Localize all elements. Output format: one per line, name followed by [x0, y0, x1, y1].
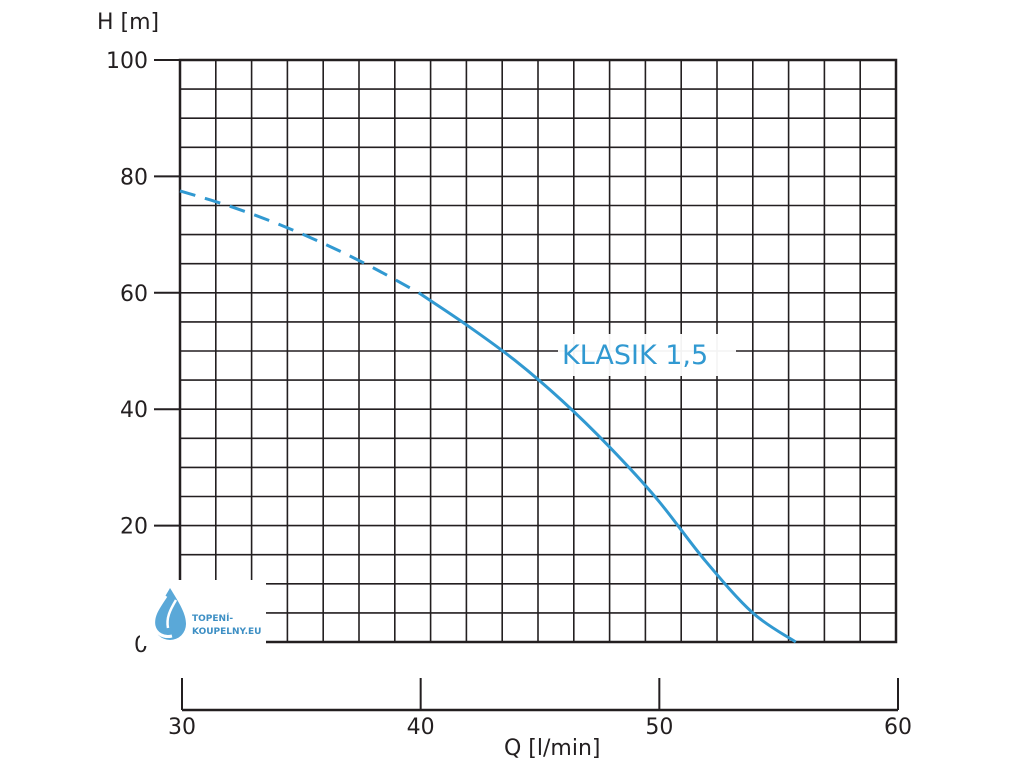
series-line-solid	[417, 291, 797, 644]
grid	[180, 60, 896, 642]
x-tick-label: 40	[407, 715, 435, 740]
y-axis-ticks: 100806040200	[106, 49, 180, 658]
y-tick-label: 20	[120, 515, 148, 540]
x-axis-label: Q [l/min]	[504, 736, 601, 761]
x-tick-label: 50	[645, 715, 673, 740]
logo-text-line2: KOUPELNY.EU	[192, 627, 261, 637]
plot-frame	[178, 58, 898, 644]
y-tick-label: 100	[106, 49, 148, 74]
series-label: KLASIK 1,5	[562, 340, 708, 371]
x-axis: 30 40 50 60	[168, 678, 912, 740]
logo: TOPENÍ- KOUPELNY.EU	[140, 580, 266, 646]
series-line-dashed	[179, 189, 420, 295]
series-curve	[179, 189, 797, 644]
logo-text-line1: TOPENÍ-	[192, 612, 233, 624]
x-tick-label: 60	[884, 715, 912, 740]
y-tick-label: 60	[120, 282, 148, 307]
series-label-background	[558, 334, 736, 376]
water-drop-icon	[152, 588, 186, 640]
x-tick-label: 30	[168, 715, 196, 740]
y-axis-label: H [m]	[97, 10, 159, 35]
y-tick-label: 40	[120, 398, 148, 423]
y-tick-label: 80	[120, 165, 148, 190]
